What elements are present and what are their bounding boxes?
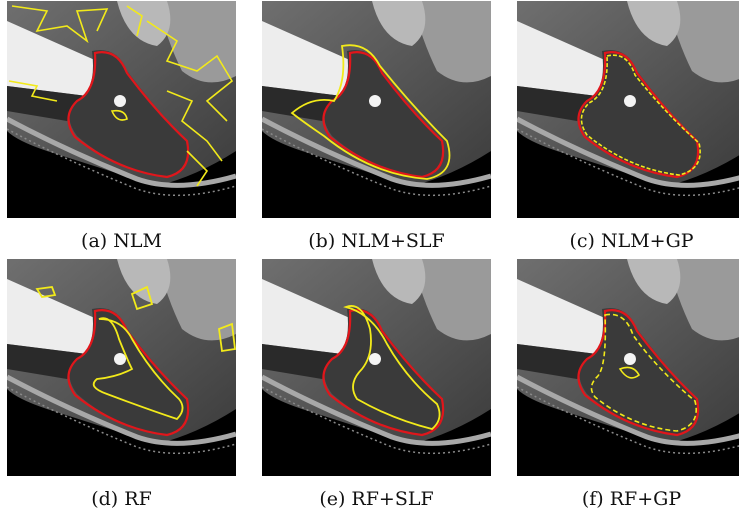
segmentation-image-nlm-gp [517,1,739,218]
panel-nlm-slf [262,1,491,218]
segmentation-image-nlm [7,1,236,218]
panel-rf-gp [517,259,739,476]
segmentation-image-rf-slf [262,259,491,476]
segmentation-image-nlm-slf [262,1,491,218]
panel-rf-slf [262,259,491,476]
caption-nlm-gp: (c) NLM+GP [569,230,694,252]
caption-rf-gp: (f) RF+GP [581,488,682,510]
caption-nlm: (a) NLM [81,230,162,252]
segmentation-image-rf [7,259,236,476]
caption-nlm-slf: (b) NLM+SLF [308,230,445,252]
panel-nlm [7,1,236,218]
segmentation-image-rf-gp [517,259,739,476]
caption-rf: (d) RF [91,488,152,510]
panel-rf [7,259,236,476]
panel-nlm-gp [517,1,739,218]
caption-rf-slf: (e) RF+SLF [319,488,434,510]
